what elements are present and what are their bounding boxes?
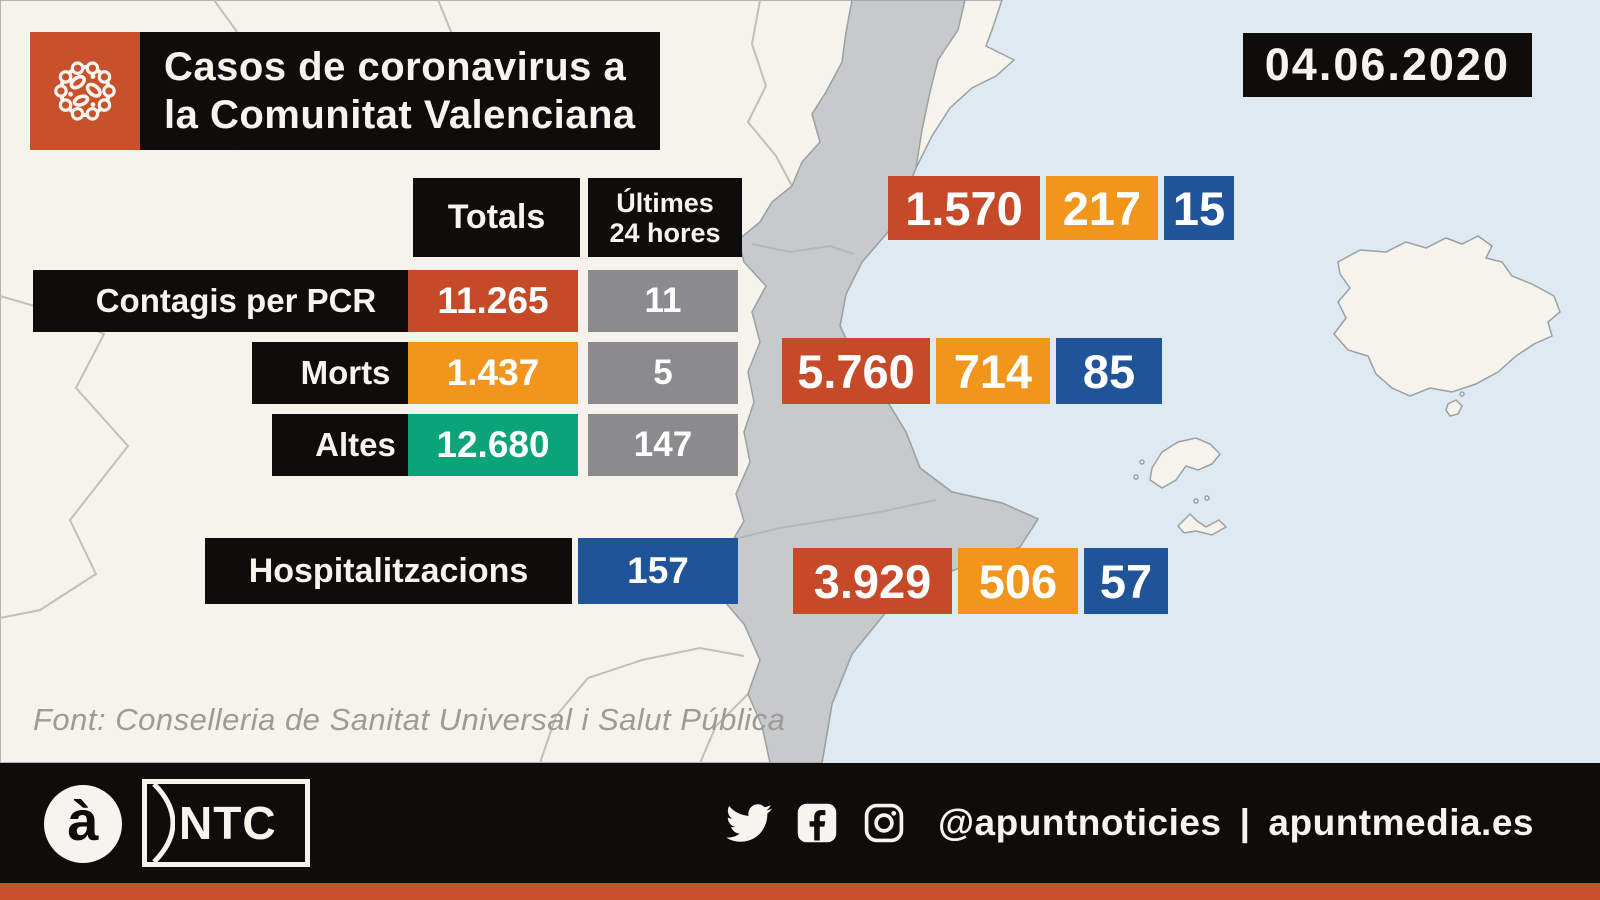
morts-total-cell: 1.437 [408, 342, 578, 404]
balearic-islands [1133, 235, 1561, 536]
social-handle: @apuntnoticies [937, 802, 1222, 843]
cv-internal-borders [729, 243, 937, 541]
last24-line-1: Últimes [616, 187, 714, 218]
valencia-morts: 714 [936, 338, 1050, 404]
date-badge: 04.06.2020 [1242, 33, 1532, 97]
facebook-icon [796, 802, 838, 844]
virus-icon-badge [30, 32, 140, 150]
cabrera-island [1445, 399, 1463, 417]
source-attribution: Font: Conselleria de Sanitat Universal i… [33, 702, 786, 737]
instagram-icon [862, 801, 906, 845]
valencia-stats-group: 5.760 714 85 [782, 338, 1162, 404]
footer-social-block: @apuntnoticies | apuntmedia.es [725, 763, 1534, 883]
row-label-morts: Morts [252, 342, 439, 404]
ntc-curve-icon [152, 784, 175, 862]
column-header-last24: Últimes 24 hores [588, 178, 742, 257]
mallorca-island [1333, 235, 1561, 397]
virus-icon [54, 61, 116, 121]
last24-line-2: 24 hores [609, 217, 721, 248]
page-title: Casos de coronavirus a la Comunitat Vale… [140, 32, 660, 150]
castello-hospitalitzacions: 15 [1164, 176, 1234, 240]
title-line-2: la Comunitat Valenciana [164, 93, 636, 137]
valencia-hospitalitzacions: 85 [1056, 338, 1162, 404]
alacant-stats-group: 3.929 506 57 [793, 548, 1168, 614]
contagis-total-cell: 11.265 [408, 270, 578, 332]
altes-last24-cell: 147 [588, 414, 738, 476]
altes-total-cell: 12.680 [408, 414, 578, 476]
alacant-morts: 506 [958, 548, 1078, 614]
castello-morts: 217 [1046, 176, 1158, 240]
row-label-hospitalitzacions: Hospitalitzacions [205, 538, 572, 604]
apunt-logo: à [44, 785, 122, 863]
column-header-totals: Totals [413, 178, 580, 257]
ntc-label: NTC [179, 797, 277, 849]
morts-last24-cell: 5 [588, 342, 738, 404]
castello-contagis: 1.570 [888, 176, 1040, 240]
ibiza-island [1149, 437, 1222, 489]
footer-bar: à NTC [0, 763, 1600, 883]
footer-accent-strip [0, 883, 1600, 900]
valencia-contagis: 5.760 [782, 338, 930, 404]
alacant-contagis: 3.929 [793, 548, 952, 614]
contagis-last24-cell: 11 [588, 270, 738, 332]
formentera-island [1176, 512, 1228, 536]
ntc-logo: NTC [142, 779, 310, 867]
footer-text: @apuntnoticies | apuntmedia.es [938, 802, 1534, 844]
row-label-contagis: Contagis per PCR [33, 270, 439, 332]
hospitalitzacions-cell: 157 [578, 538, 738, 604]
title-line-1: Casos de coronavirus a [164, 45, 627, 89]
twitter-icon [725, 800, 772, 846]
footer-separator: | [1239, 802, 1251, 843]
alacant-hospitalitzacions: 57 [1084, 548, 1168, 614]
website-url: apuntmedia.es [1268, 802, 1534, 843]
castello-stats-group: 1.570 217 15 [888, 176, 1234, 240]
